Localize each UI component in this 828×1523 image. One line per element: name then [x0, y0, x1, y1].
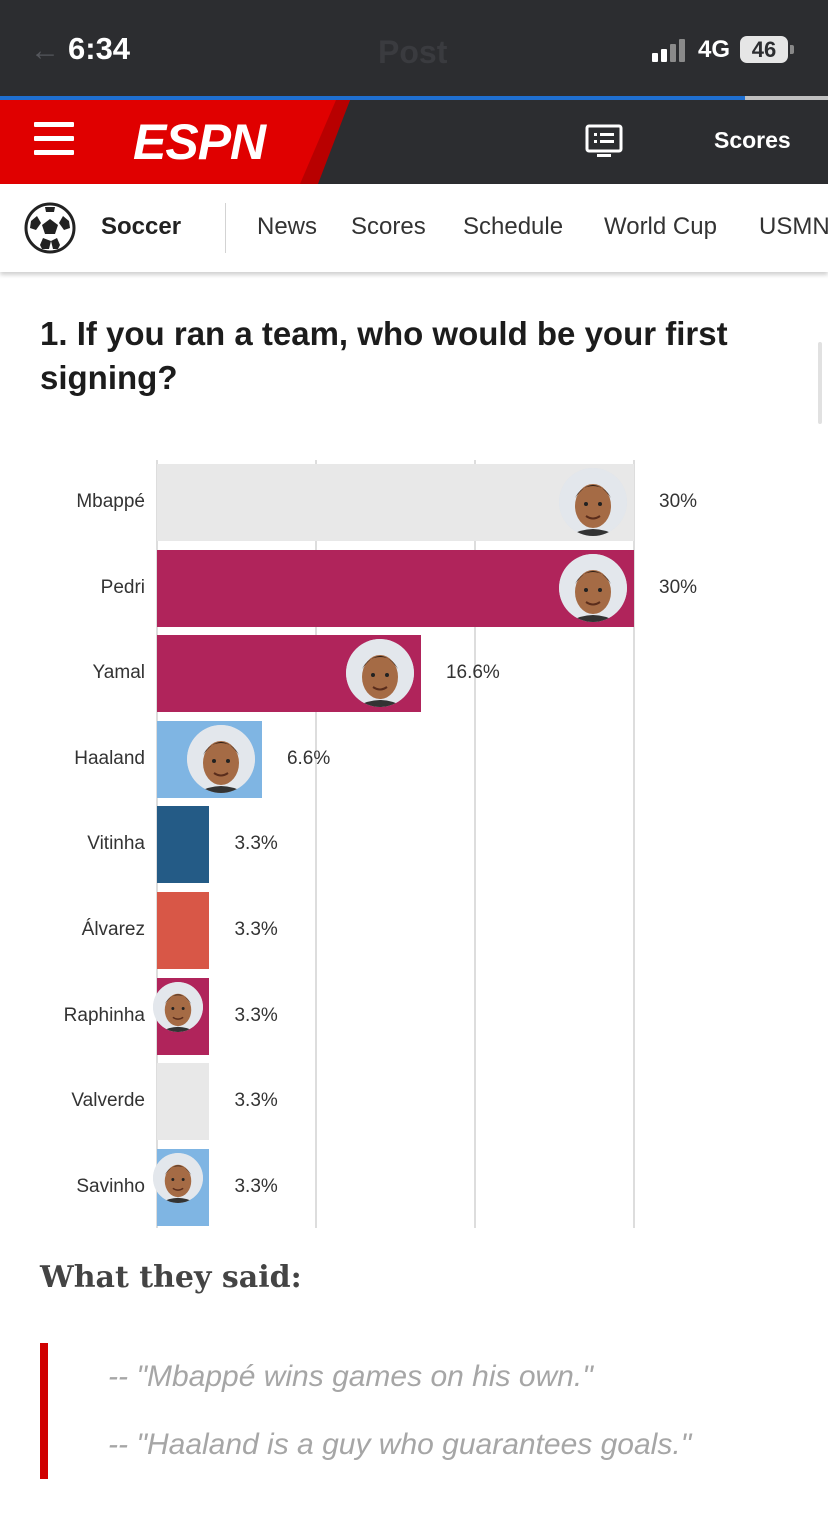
chart-row: Raphinha 3.3%	[0, 977, 828, 1055]
network-type: 4G	[698, 36, 731, 63]
ghost-title: Post	[378, 34, 448, 70]
bar	[157, 549, 634, 627]
page-load-progress	[0, 96, 828, 100]
subnav-item-world-cup[interactable]: World Cup	[604, 213, 717, 240]
hamburger-icon[interactable]	[34, 122, 74, 162]
back-arrow-icon[interactable]: ←	[30, 34, 60, 67]
player-photo	[153, 981, 203, 1032]
quote-2: -- "Haaland is a guy who guarantees goal…	[108, 1428, 692, 1461]
poll-bar-chart: Mbappé 30% Pedri 30% Yamal 16.6% Haaland 6.6% Vi…	[0, 455, 828, 1230]
status-bar: ← Post 6:34 4G 46	[0, 0, 828, 96]
sport-label[interactable]: Soccer	[101, 213, 182, 240]
value-label: 6.6%	[286, 747, 331, 769]
player-photo	[559, 553, 627, 622]
player-photo	[153, 1152, 203, 1203]
bar	[157, 464, 634, 541]
gridline-20	[474, 460, 476, 1228]
subnav-item-scores[interactable]: Scores	[351, 213, 426, 240]
value-label: 16.6%	[445, 662, 500, 684]
player-photo	[345, 639, 414, 708]
what-they-said-heading: What they said:	[40, 1260, 302, 1295]
category-label: Valverde	[71, 1090, 145, 1112]
gridline-10	[315, 460, 317, 1228]
chart-row: Yamal 16.6%	[0, 635, 828, 713]
bar	[157, 892, 210, 969]
player-photo	[186, 724, 255, 793]
signal-strength-icon	[652, 39, 685, 62]
chart-row: Mbappé 30%	[0, 464, 828, 541]
value-label: 30%	[659, 576, 698, 598]
chart-row: Valverde 3.3%	[0, 1063, 828, 1141]
value-label: 30%	[659, 491, 698, 512]
watch-tv-icon[interactable]	[585, 124, 623, 160]
subnav-divider	[225, 203, 226, 253]
status-time: 6:34	[68, 31, 131, 66]
chart-row: Savinho 3.3%	[0, 1148, 828, 1226]
category-label: Savinho	[76, 1175, 145, 1197]
category-label: Yamal	[92, 662, 145, 684]
category-label: Pedri	[100, 576, 145, 598]
brand-red-block	[0, 100, 350, 184]
subnav-item-news[interactable]: News	[257, 213, 318, 240]
category-label: Raphinha	[63, 1004, 145, 1026]
gridline-30	[633, 460, 635, 1228]
category-label: Álvarez	[81, 919, 145, 940]
category-label: Mbappé	[76, 491, 145, 512]
battery-tip	[790, 45, 794, 54]
player-photo	[559, 468, 627, 536]
page-scrollbar[interactable]	[818, 342, 822, 424]
value-label: 3.3%	[234, 833, 278, 855]
battery-icon: 46	[740, 36, 788, 63]
category-label: Haaland	[74, 747, 145, 769]
quote-accent-bar	[40, 1343, 48, 1479]
bar	[157, 1063, 210, 1141]
subnav-item-schedule[interactable]: Schedule	[463, 213, 564, 240]
soccer-ball-icon[interactable]	[23, 201, 77, 255]
subnav-item-usmnt[interactable]: USMNT	[759, 213, 828, 240]
value-label: 3.3%	[234, 919, 278, 940]
soccer-subnav: Soccer News Scores Schedule World Cup US…	[0, 184, 828, 272]
question-heading: 1. If you ran a team, who would be your …	[40, 315, 728, 396]
value-label: 3.3%	[234, 1004, 278, 1026]
chart-row: Álvarez 3.3%	[0, 892, 828, 969]
category-label: Vitinha	[87, 833, 145, 855]
value-label: 3.3%	[234, 1090, 278, 1112]
quote-1: -- "Mbappé wins games on his own."	[108, 1360, 593, 1393]
page-load-progress-fill	[0, 96, 746, 100]
espn-header: ESPN Scores	[0, 100, 828, 184]
espn-logo[interactable]: ESPN	[133, 114, 266, 170]
chart-row: Pedri 30%	[0, 549, 828, 627]
value-label: 3.3%	[234, 1175, 278, 1197]
chart-row: Vitinha 3.3%	[0, 806, 828, 884]
bar	[157, 806, 210, 884]
chart-row: Haaland 6.6%	[0, 720, 828, 798]
scores-link[interactable]: Scores	[714, 127, 791, 153]
